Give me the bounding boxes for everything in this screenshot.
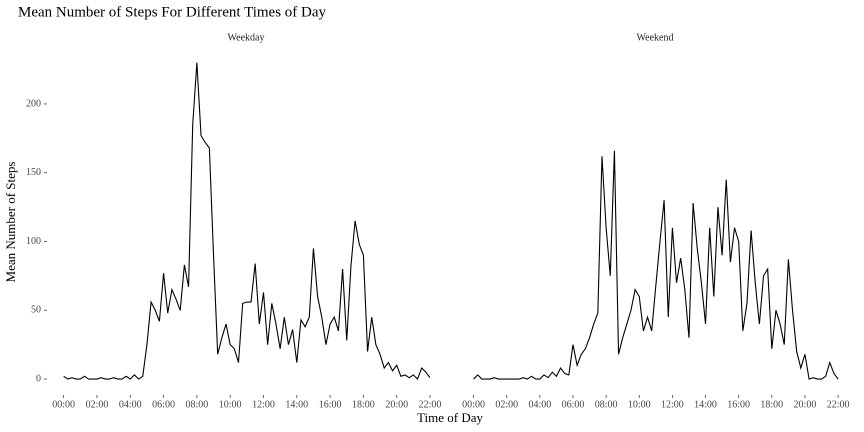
chart-title: Mean Number of Steps For Different Times… [18, 4, 327, 20]
x-axis-title: Time of Day [417, 410, 483, 425]
x-tick-label: 14:00 [694, 399, 717, 410]
x-tick-label: 14:00 [285, 399, 308, 410]
data-line [473, 150, 839, 380]
x-tick-label: 22:00 [419, 399, 442, 410]
y-tick-label: 150 [26, 167, 41, 178]
y-tick-label: 200 [26, 98, 41, 109]
x-tick-label: 16:00 [319, 399, 342, 410]
x-tick-label: 08:00 [185, 399, 208, 410]
x-tick-label: 10:00 [219, 399, 242, 410]
x-tick-label: 20:00 [385, 399, 408, 410]
y-tick-label: 50 [31, 305, 41, 316]
x-tick-label: 12:00 [661, 399, 684, 410]
x-tick-label: 04:00 [119, 399, 142, 410]
x-tick-label: 04:00 [528, 399, 551, 410]
x-tick-label: 20:00 [794, 399, 817, 410]
x-tick-label: 02:00 [86, 399, 109, 410]
x-tick-label: 12:00 [252, 399, 275, 410]
x-tick-label: 06:00 [152, 399, 175, 410]
y-tick-label: 0 [36, 373, 41, 384]
y-axis-title: Mean Number of Steps [3, 162, 18, 283]
x-tick-label: 00:00 [462, 399, 485, 410]
x-tick-label: 00:00 [52, 399, 75, 410]
x-tick-label: 08:00 [595, 399, 618, 410]
y-tick-label: 100 [26, 236, 41, 247]
panel-title: Weekend [637, 32, 674, 43]
x-tick-label: 18:00 [760, 399, 783, 410]
x-tick-label: 16:00 [727, 399, 750, 410]
x-tick-label: 06:00 [562, 399, 585, 410]
x-tick-label: 02:00 [495, 399, 518, 410]
x-tick-label: 22:00 [827, 399, 850, 410]
x-tick-label: 10:00 [628, 399, 651, 410]
data-line [63, 62, 431, 381]
panel-title: Weekday [228, 32, 265, 43]
x-tick-label: 18:00 [352, 399, 375, 410]
